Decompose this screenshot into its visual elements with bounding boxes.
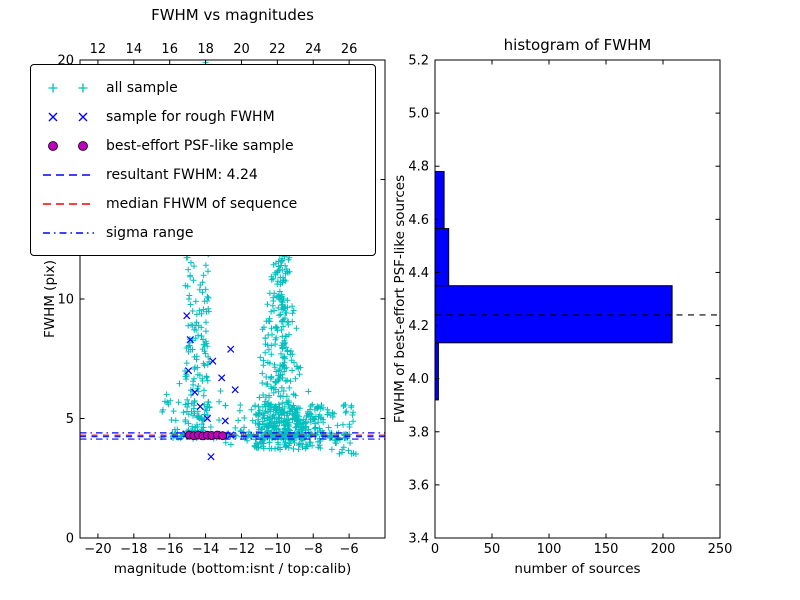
legend-item: sample for rough FWHM	[41, 102, 365, 131]
legend-marker-dashed-line-icon	[43, 173, 94, 176]
svg-text:24: 24	[305, 42, 322, 57]
svg-text:250: 250	[708, 542, 733, 557]
legend-marker-x-icon	[48, 112, 88, 121]
legend-label: all sample	[106, 79, 178, 96]
right-plot-ylabel: FWHM of best-effort PSF-like sources	[392, 174, 408, 424]
svg-text:50: 50	[484, 542, 501, 557]
legend-label: best-effort PSF-like sample	[106, 137, 294, 154]
legend-marker-plus-icon	[48, 83, 88, 92]
svg-text:4.4: 4.4	[408, 266, 429, 281]
svg-text:20: 20	[233, 42, 250, 57]
svg-text:−8: −8	[304, 542, 323, 557]
legend-marker-dashdot-line-icon	[43, 231, 94, 234]
legend-item: resultant FWHM: 4.24	[41, 160, 365, 189]
left-plot-hlines	[80, 432, 385, 440]
left-plot-xlabel: magnitude (bottom:isnt / top:calib)	[113, 561, 352, 577]
svg-text:18: 18	[197, 42, 214, 57]
svg-text:4.6: 4.6	[408, 213, 429, 228]
svg-text:4.0: 4.0	[408, 372, 429, 387]
svg-text:26: 26	[341, 42, 358, 57]
legend-label: sample for rough FWHM	[106, 108, 275, 125]
svg-text:−16: −16	[156, 542, 183, 557]
svg-text:0: 0	[66, 532, 74, 547]
svg-text:16: 16	[161, 42, 178, 57]
svg-text:12: 12	[90, 42, 107, 57]
svg-text:10: 10	[57, 293, 74, 308]
svg-text:100: 100	[537, 542, 562, 557]
svg-text:5: 5	[66, 412, 74, 427]
svg-text:3.6: 3.6	[408, 478, 429, 493]
legend-marker-dashed-line-icon	[43, 202, 94, 205]
svg-text:−6: −6	[340, 542, 359, 557]
legend: all sample sample for rough FWHM best-effo…	[30, 64, 376, 256]
legend-marker-circle-icon	[48, 140, 88, 151]
right-plot-title: histogram of FWHM	[503, 36, 652, 54]
scatter-all-sample	[158, 60, 359, 457]
svg-text:−10: −10	[264, 542, 291, 557]
right-plot-xlabel: number of sources	[514, 561, 641, 577]
svg-text:22: 22	[269, 42, 286, 57]
right-plot-box	[434, 59, 721, 539]
svg-text:3.4: 3.4	[408, 532, 429, 547]
legend-label: sigma range	[106, 224, 194, 241]
svg-text:−14: −14	[192, 542, 219, 557]
svg-text:5.2: 5.2	[408, 54, 429, 69]
svg-text:4.8: 4.8	[408, 160, 429, 175]
legend-label: median FHWM of sequence	[106, 195, 298, 212]
legend-item: best-effort PSF-like sample	[41, 131, 365, 160]
tick-labels: −20 12 −18 14 −16 16 −14 18 −12 20 −10 22 −8 24 −6 26 0 5…	[57, 42, 732, 557]
svg-text:200: 200	[651, 542, 676, 557]
legend-item: all sample	[41, 73, 365, 102]
svg-text:5.0: 5.0	[408, 107, 429, 122]
svg-text:14: 14	[126, 42, 143, 57]
left-plot-title: FWHM vs magnitudes	[151, 6, 314, 24]
legend-item: median FHWM of sequence	[41, 189, 365, 218]
legend-item: sigma range	[41, 218, 365, 247]
legend-label: resultant FWHM: 4.24	[106, 166, 258, 183]
left-plot-ylabel: FWHM (pix)	[42, 259, 58, 339]
svg-text:3.8: 3.8	[408, 425, 429, 440]
svg-text:4.2: 4.2	[408, 319, 429, 334]
svg-text:150: 150	[594, 542, 619, 557]
svg-text:0: 0	[431, 542, 439, 557]
histogram-bars	[434, 171, 673, 401]
svg-text:−20: −20	[84, 542, 111, 557]
left-plot-box	[79, 59, 386, 539]
svg-text:−18: −18	[120, 542, 147, 557]
svg-text:−12: −12	[228, 542, 255, 557]
scatter-psf-sample	[184, 430, 228, 441]
